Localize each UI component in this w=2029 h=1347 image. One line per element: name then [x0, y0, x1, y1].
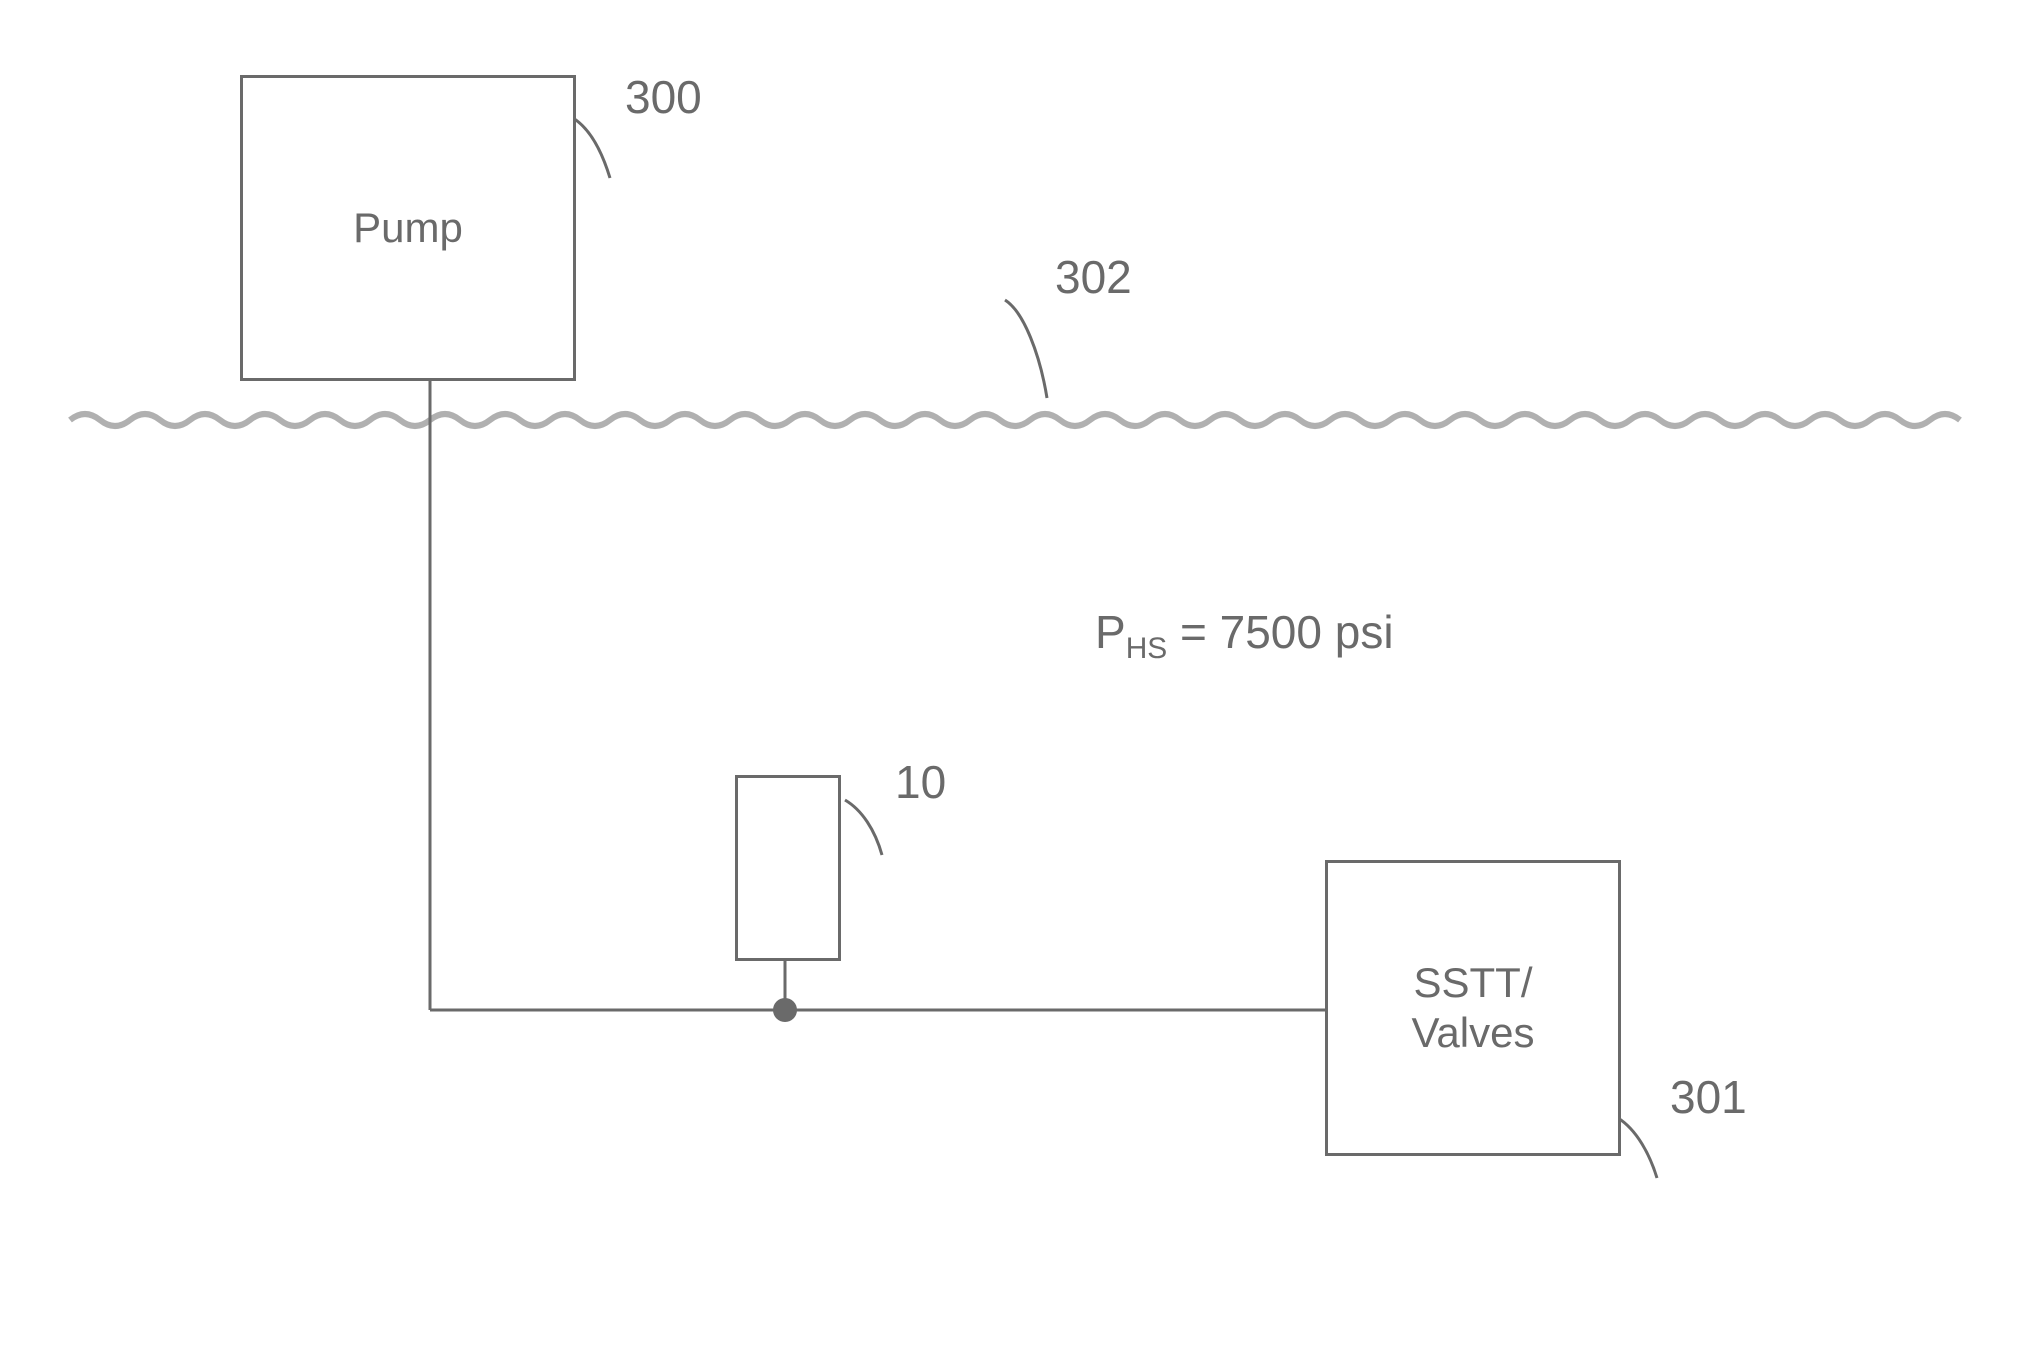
pressure-sub: HS: [1126, 632, 1168, 665]
pump-label: Pump: [353, 204, 463, 252]
sstt-label-wrap: SSTT/ Valves: [1412, 958, 1535, 1059]
device10-box: [735, 775, 841, 961]
pressure-rest: = 7500 psi: [1167, 606, 1393, 658]
diagram-canvas: Pump SSTT/ Valves PHS = 7500 psi 300 302…: [0, 0, 2029, 1347]
pressure-label: PHS = 7500 psi: [1095, 605, 1394, 666]
leader-device10: [845, 800, 882, 855]
water-line: [70, 414, 1960, 426]
ref-water: 302: [1055, 250, 1132, 304]
sstt-label-line1: SSTT/: [1413, 959, 1532, 1006]
pump-box: Pump: [240, 75, 576, 381]
junction-dot: [773, 998, 797, 1022]
leader-sstt: [1618, 1118, 1657, 1178]
leader-water: [1005, 300, 1047, 398]
leader-pump: [573, 118, 610, 178]
ref-sstt: 301: [1670, 1070, 1747, 1124]
sstt-label-line2: Valves: [1412, 1009, 1535, 1056]
ref-pump: 300: [625, 70, 702, 124]
sstt-box: SSTT/ Valves: [1325, 860, 1621, 1156]
pressure-prefix: P: [1095, 606, 1126, 658]
ref-device10: 10: [895, 755, 946, 809]
